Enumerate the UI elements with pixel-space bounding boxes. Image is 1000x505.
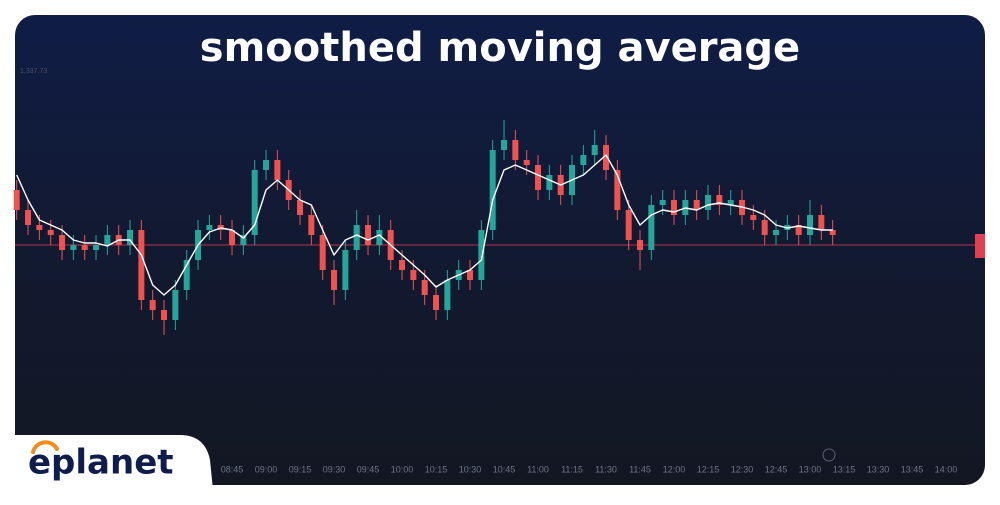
x-tick-label: 12:45 xyxy=(765,464,788,474)
candle-body xyxy=(138,230,145,300)
candle-body xyxy=(705,195,712,210)
candle-body xyxy=(93,245,100,250)
candle-body xyxy=(47,230,54,235)
candle-body xyxy=(807,215,814,235)
candle-body xyxy=(421,280,428,295)
x-tick-label: 11:30 xyxy=(595,464,617,474)
candle-body xyxy=(263,160,270,170)
candle-body xyxy=(625,210,632,240)
x-tick-label: 10:00 xyxy=(391,464,414,474)
candle-body xyxy=(104,235,111,245)
candle-body xyxy=(818,215,825,230)
candle-body xyxy=(829,230,836,235)
x-tick-label: 12:15 xyxy=(697,464,720,474)
price-label: 1,337.73 xyxy=(20,68,47,75)
candle-body xyxy=(761,220,768,235)
x-tick-label: 11:45 xyxy=(629,464,651,474)
x-tick-label: 09:30 xyxy=(323,464,346,474)
candle-body xyxy=(274,160,281,180)
candle-body xyxy=(727,200,734,205)
plot-area xyxy=(13,120,985,335)
candle-body xyxy=(410,270,417,280)
candle-body xyxy=(637,240,644,250)
candle-body xyxy=(614,170,621,210)
candle-body xyxy=(648,205,655,250)
candle-body xyxy=(546,175,553,190)
candle-body xyxy=(81,245,88,250)
x-tick-label: 14:00 xyxy=(935,464,958,474)
x-tick-label: 13:30 xyxy=(867,464,890,474)
icon xyxy=(822,448,836,462)
candle-body xyxy=(13,190,20,210)
candle-body xyxy=(376,230,383,245)
candle-body xyxy=(750,215,757,220)
candle-body xyxy=(512,140,519,160)
x-tick-label: 10:45 xyxy=(493,464,516,474)
x-tick-label: 09:00 xyxy=(255,464,278,474)
candle-body xyxy=(399,260,406,270)
candle-body xyxy=(773,230,780,235)
candle-body xyxy=(331,270,338,290)
candle-body xyxy=(478,230,485,280)
candle-body xyxy=(580,155,587,165)
x-tick-label: 12:00 xyxy=(663,464,686,474)
x-tick-label: 09:15 xyxy=(289,464,312,474)
candle-body xyxy=(36,225,43,230)
smma-line xyxy=(16,154,833,296)
candle-body xyxy=(206,225,213,230)
candle-body xyxy=(535,165,542,190)
logo-panel xyxy=(0,435,214,500)
candle-body xyxy=(467,270,474,280)
candle-body xyxy=(523,160,530,165)
candle-body xyxy=(127,230,134,245)
x-tick-label: 09:45 xyxy=(357,464,380,474)
candle-body xyxy=(149,300,156,310)
x-tick-label: 13:45 xyxy=(901,464,924,474)
candle-body xyxy=(308,215,315,235)
x-tick-label: 10:30 xyxy=(459,464,482,474)
candle-body xyxy=(342,250,349,290)
candle-body xyxy=(591,145,598,155)
candle-body xyxy=(161,310,168,320)
x-tick-label: 11:15 xyxy=(561,464,583,474)
candle-body xyxy=(297,200,304,215)
chart-title: smoothed moving average xyxy=(200,25,800,71)
candle-body xyxy=(229,230,236,245)
candle-body xyxy=(70,245,77,250)
candle-body xyxy=(240,235,247,245)
candle-body xyxy=(659,200,666,205)
candle-body xyxy=(671,200,678,215)
candle-body xyxy=(353,225,360,250)
candle-body xyxy=(603,145,610,170)
candle-body xyxy=(59,235,66,250)
candle-body xyxy=(319,235,326,270)
candle-body xyxy=(433,295,440,310)
x-tick-label: 08:45 xyxy=(221,464,244,474)
logo-mark xyxy=(31,440,59,454)
candle-body xyxy=(183,260,190,290)
candle-body xyxy=(25,210,32,225)
brand: eplanet xyxy=(28,443,174,483)
candle-body xyxy=(716,195,723,205)
candle-body xyxy=(365,225,372,245)
candle-body xyxy=(501,140,508,150)
candle-body xyxy=(489,150,496,230)
candle-body xyxy=(795,225,802,235)
last-price-marker xyxy=(975,234,985,258)
x-tick-label: 11:00 xyxy=(527,464,549,474)
chart-panel xyxy=(15,15,985,485)
candle-body xyxy=(444,280,451,310)
x-tick-label: 13:00 xyxy=(799,464,822,474)
candle-body xyxy=(172,290,179,320)
candle-body xyxy=(251,170,258,235)
candle-body xyxy=(693,200,700,210)
x-tick-label: 10:15 xyxy=(425,464,448,474)
x-tick-label: 13:15 xyxy=(833,464,856,474)
x-tick-label: 12:30 xyxy=(731,464,754,474)
